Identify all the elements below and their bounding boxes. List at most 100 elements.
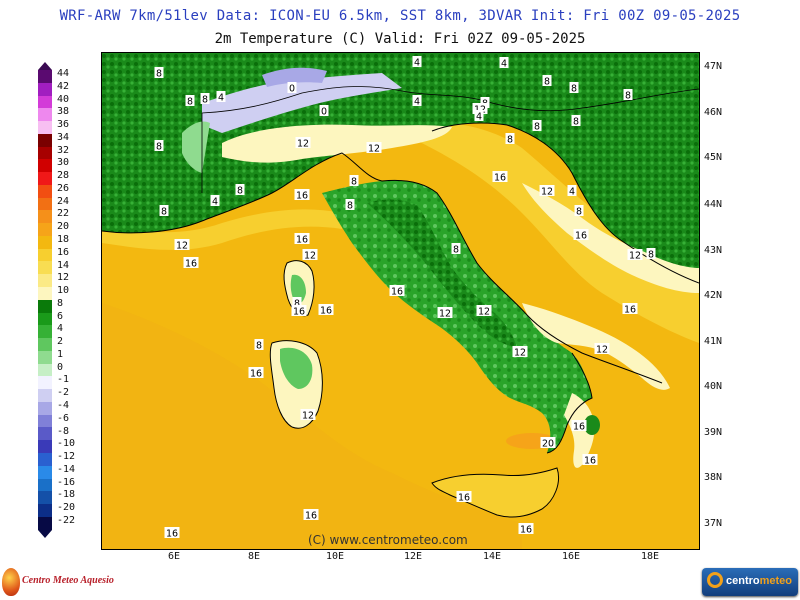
legend-label: -6: [57, 412, 70, 424]
contour-label-box: [437, 307, 453, 318]
contour-label: 16: [296, 191, 308, 202]
legend-swatch: [38, 338, 52, 351]
contour-label: 16: [573, 422, 585, 433]
corsica-coastline: [283, 260, 315, 317]
contour-label: 4: [414, 97, 420, 108]
contour-label-box: [318, 304, 334, 315]
legend-label: 10: [57, 285, 70, 297]
contour-label: 12: [541, 187, 553, 198]
contour-label: 16: [185, 259, 197, 270]
legend-swatch: [38, 274, 52, 288]
legend-label: 26: [57, 182, 70, 194]
legend-label: -22: [57, 514, 76, 526]
legend-label: 20: [57, 221, 70, 233]
legend-swatch: [38, 427, 52, 441]
legend-label: 6: [57, 310, 64, 322]
lat-label: 42N: [704, 290, 723, 301]
contour-label: 12: [297, 139, 309, 150]
legend-swatch: [38, 299, 52, 313]
cool-band-adriatic: [402, 121, 699, 343]
legend-label: -12: [57, 451, 76, 463]
contour-label-box: [532, 120, 542, 131]
lon-label: 8E: [248, 551, 261, 562]
legend-swatch: [38, 325, 52, 339]
lon-label: 14E: [483, 551, 502, 562]
color-legend: 44 42 40 38 36 34 32 30 28 26 24 22 20 18 16 14 12 10 8 6 4 2…: [38, 62, 98, 550]
map-canvas: 8884004884884888812128816848121612168121…: [102, 53, 699, 549]
centrometeo-logo: centrometeo: [702, 568, 798, 596]
contour-label-box: [518, 523, 534, 534]
contour-label: 8: [351, 177, 357, 188]
contour-label-box: [412, 95, 422, 106]
contour-label-box: [412, 56, 422, 67]
contour-label: 4: [414, 58, 420, 69]
legend-label: 38: [57, 106, 70, 118]
contour-label-box: [594, 343, 610, 354]
contour-label-box: [539, 185, 555, 196]
contour-label: 12: [596, 345, 608, 356]
legend-swatch: [38, 440, 52, 453]
legend-swatch: [38, 491, 52, 505]
contour-label: 8: [573, 117, 579, 128]
contour-label: 4: [476, 112, 482, 123]
lat-label: 45N: [704, 152, 723, 163]
legend-swatch: [38, 197, 52, 211]
legend-bar: [38, 70, 52, 530]
legend-label: 0: [57, 361, 64, 373]
contour-label-box: [569, 82, 579, 93]
legend-swatch: [38, 414, 52, 428]
contour-label: 4: [501, 59, 507, 70]
lon-label: 12E: [404, 551, 423, 562]
contour-label: 8: [156, 69, 162, 80]
legend-label: 16: [57, 246, 70, 258]
legend-swatch: [38, 235, 52, 249]
contour-label-box: [154, 140, 164, 151]
contour-label: 16: [391, 287, 403, 298]
logo-left-text: Centro Meteo Aquesio: [22, 575, 114, 586]
contour-label: 16: [458, 493, 470, 504]
contour-label: 16: [494, 173, 506, 184]
legend-label: 4: [57, 323, 64, 335]
contour-label-box: [540, 437, 556, 448]
legend-label: -14: [57, 463, 76, 475]
alps-snow-region: [202, 73, 402, 133]
legend-label: -8: [57, 425, 70, 437]
legend-label: 14: [57, 259, 70, 271]
contour-label-box: [349, 175, 359, 186]
legend-swatch: [38, 452, 52, 466]
legend-swatch: [38, 82, 52, 96]
contour-label-box: [542, 75, 552, 86]
lat-label: 37N: [704, 518, 723, 529]
contour-label: 8: [294, 299, 300, 310]
lat-label: 40N: [704, 381, 723, 392]
contour-label: 8: [648, 250, 654, 261]
contour-label-box: [505, 133, 515, 144]
contour-label: 12: [176, 241, 188, 252]
legend-swatch: [38, 108, 52, 122]
legend-label: 40: [57, 93, 70, 105]
contour-label: 8: [347, 201, 353, 212]
legend-swatch: [38, 70, 52, 83]
contour-label-box: [235, 184, 245, 195]
contour-label: 16: [293, 307, 305, 318]
contour-label: 4: [569, 187, 575, 198]
legend-label: 44: [57, 68, 70, 79]
sardinia-coastline: [269, 340, 323, 429]
coastline: [102, 152, 663, 454]
contour-label: 16: [166, 529, 178, 540]
lon-label: 10E: [326, 551, 345, 562]
legend-label: 24: [57, 195, 70, 207]
legend-swatch: [38, 516, 52, 530]
contour-label-box: [623, 89, 633, 100]
contour-label: 16: [296, 235, 308, 246]
temperature-map: 8884004884884888812128816848121612168121…: [101, 52, 700, 550]
copyright-credit: (C) www.centrometeo.com: [308, 533, 468, 547]
logo-ring-icon: [707, 572, 723, 588]
contour-label: 8: [237, 186, 243, 197]
adriatic-coastline: [431, 122, 699, 284]
lat-label: 47N: [704, 61, 723, 72]
contour-label: 20: [542, 439, 554, 450]
contour-label: 8: [576, 207, 582, 218]
legend-label: 22: [57, 208, 70, 220]
contour-label-box: [254, 339, 264, 350]
